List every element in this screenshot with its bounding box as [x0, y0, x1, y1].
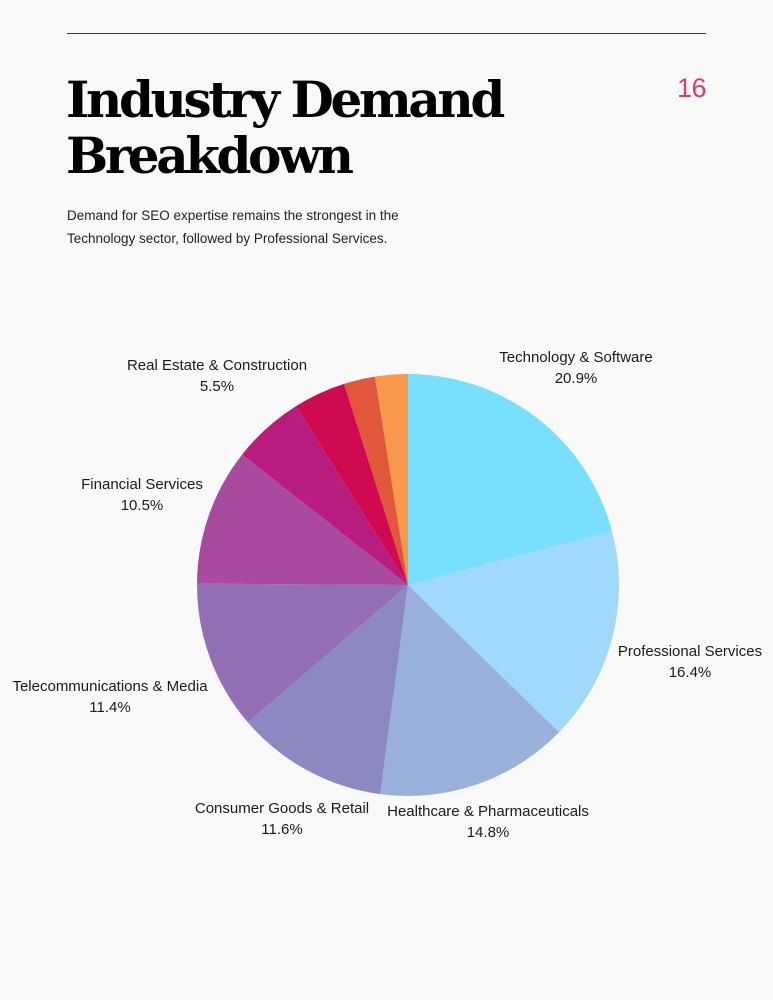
slice-label-real-estate-and-construction: Real Estate & Construction	[127, 357, 307, 374]
pie-slice-unlabeled-8	[344, 376, 408, 585]
slice-value-technology-and-software: 20.9%	[555, 370, 598, 387]
pie-slice-real-estate-and-construction	[242, 406, 408, 585]
slice-value-financial-services: 10.5%	[121, 497, 164, 514]
slice-value-consumer-goods-and-retail: 11.6%	[261, 821, 302, 838]
pie-slice-unlabeled-9	[374, 374, 408, 585]
slice-label-healthcare-and-pharmaceuticals: Healthcare & Pharmaceuticals	[387, 803, 589, 820]
page-title-line-2: Breakdown	[66, 126, 354, 185]
slice-value-professional-services: 16.4%	[669, 664, 712, 681]
pie-slice-technology-and-software	[408, 374, 613, 585]
pie-slice-unlabeled-7	[296, 383, 408, 585]
page-title: Industry Demand Breakdown	[66, 72, 586, 184]
pie-slice-financial-services	[197, 454, 408, 585]
slice-label-professional-services: Professional Services	[618, 643, 762, 660]
page-title-line-1: Industry Demand	[66, 70, 505, 129]
slice-label-consumer-goods-and-retail: Consumer Goods & Retail	[195, 800, 369, 817]
pie-slice-telecommunications-and-media	[196, 583, 408, 723]
pie-slice-consumer-goods-and-retail	[247, 585, 408, 795]
page-number: 16	[676, 73, 707, 103]
slice-label-technology-and-software: Technology & Software	[499, 349, 652, 366]
pie-slices	[196, 374, 620, 797]
slice-value-real-estate-and-construction: 5.5%	[200, 378, 234, 395]
slice-label-telecommunications-and-media: Telecommunications & Media	[12, 678, 208, 695]
pie-slice-healthcare-and-pharmaceuticals	[380, 585, 560, 797]
top-divider-line	[67, 33, 706, 34]
pie-labels: Technology & Software 20.9% Professional S…	[12, 349, 762, 841]
slice-value-telecommunications-and-media: 11.4%	[89, 699, 130, 716]
slice-value-healthcare-and-pharmaceuticals: 14.8%	[467, 824, 510, 841]
pie-slice-professional-services	[408, 531, 620, 733]
page-subtitle: Demand for SEO expertise remains the str…	[67, 208, 399, 246]
slice-label-financial-services: Financial Services	[81, 476, 203, 493]
